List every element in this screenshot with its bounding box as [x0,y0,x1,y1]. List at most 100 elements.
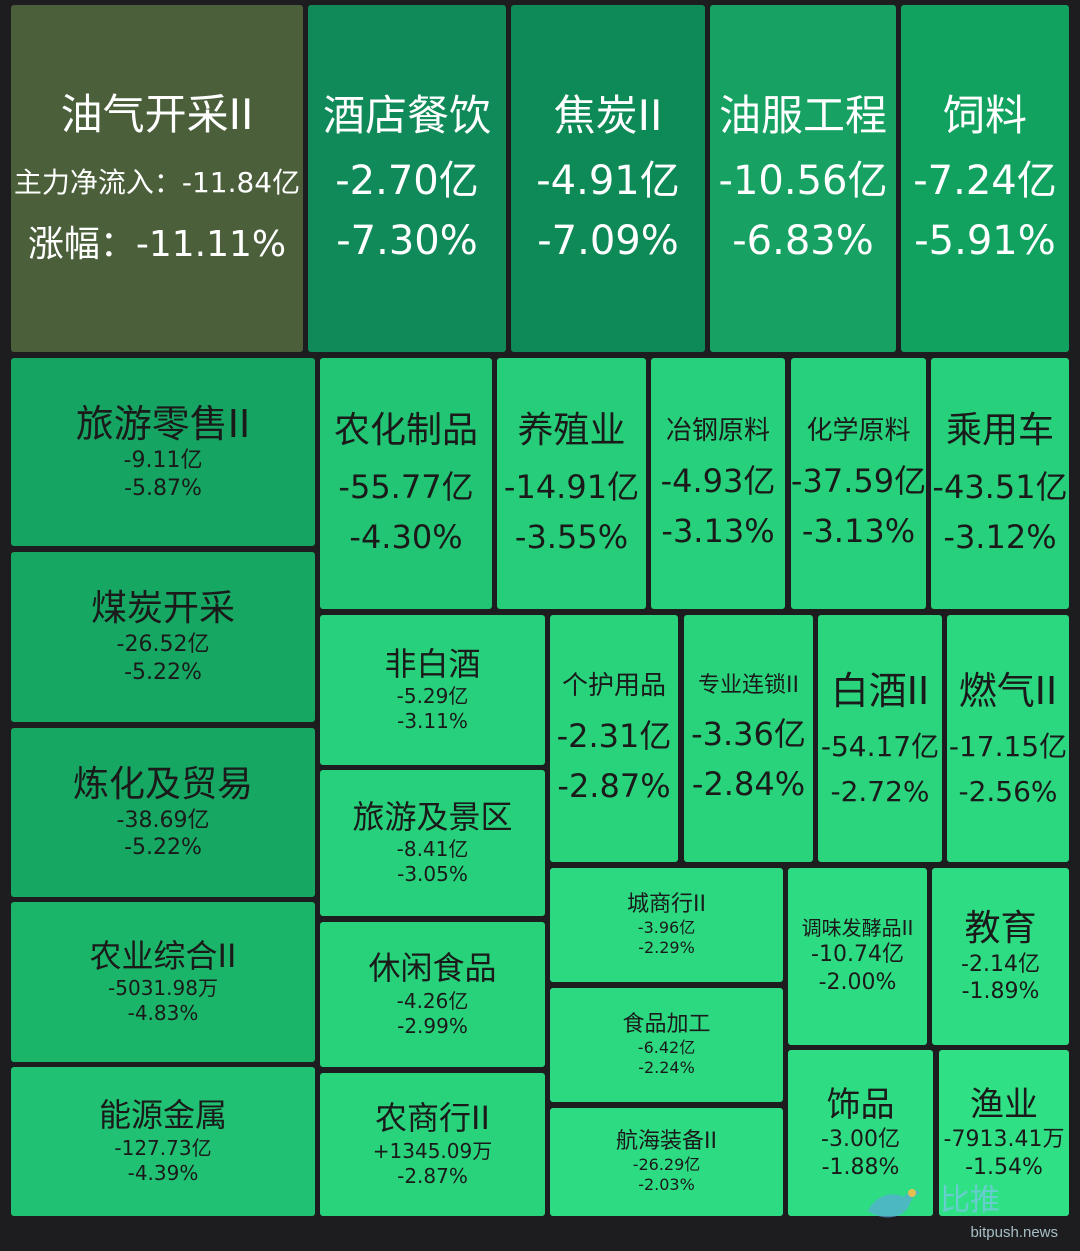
cell-name: 煤炭开采 [90,588,235,630]
treemap-cell[interactable]: 白酒II -54.17亿 -2.72% [818,615,942,862]
treemap-cell[interactable]: 城商行II -3.96亿 -2.29% [550,868,783,982]
treemap-cell[interactable]: 化学原料 -37.59亿 -3.13% [791,358,926,609]
cell-net-inflow: -37.59亿 [791,462,926,501]
cell-change: -2.87% [557,767,671,806]
cell-change: -5.22% [124,835,202,861]
cell-name: 休闲食品 [368,949,497,988]
cell-net-inflow: -10.74亿 [811,942,904,968]
cell-name: 化学原料 [806,415,911,446]
treemap-cell[interactable]: 农商行II +1345.09万 -2.87% [320,1073,545,1216]
cell-change: -3.13% [801,512,916,551]
cell-net-inflow: -2.31亿 [556,717,672,756]
cell-name: 冶钢原料 [665,415,770,446]
treemap-cell[interactable]: 专业连锁II -3.36亿 -2.84% [684,615,813,862]
cell-name: 旅游及景区 [352,797,513,836]
treemap-cell[interactable]: 养殖业 -14.91亿 -3.55% [497,358,646,609]
cell-change: -3.13% [661,512,775,551]
cell-change: -2.29% [638,938,695,958]
cell-net-inflow: -3.36亿 [691,714,806,753]
watermark-en: bitpush.news [970,1224,1058,1241]
cell-net-inflow: -17.15亿 [948,729,1068,763]
treemap-cell[interactable]: 农化制品 -55.77亿 -4.30% [320,358,492,609]
cell-change: -7.30% [336,218,478,265]
treemap-cell[interactable]: 休闲食品 -4.26亿 -2.99% [320,922,545,1067]
cell-change: -2.84% [691,765,806,804]
treemap-cell[interactable]: 旅游及景区 -8.41亿 -3.05% [320,770,545,916]
cell-net-inflow: -26.29亿 [632,1155,701,1175]
cell-change: -1.89% [961,979,1040,1005]
cell-net-inflow: +1345.09万 [372,1138,493,1163]
cell-net-inflow: -3.96亿 [637,918,696,938]
cell-change: -3.11% [397,709,468,734]
treemap-cell[interactable]: 燃气II -17.15亿 -2.56% [947,615,1069,862]
treemap-cell[interactable]: 饰品 -3.00亿 -1.88% [788,1050,933,1216]
treemap-cell[interactable]: 油气开采II 主力净流入：-11.84亿涨幅：-11.11% [11,5,303,352]
cell-name: 个护用品 [561,670,666,701]
treemap-cell[interactable]: 焦炭II -4.91亿 -7.09% [511,5,705,352]
cell-name: 专业连锁II [698,673,799,699]
cell-net-inflow: 主力净流入：-11.84亿 [13,166,301,200]
cell-change: -2.24% [638,1058,695,1078]
cell-change: -2.87% [397,1163,468,1188]
cell-change: -2.03% [638,1175,695,1195]
treemap-cell[interactable]: 个护用品 -2.31亿 -2.87% [550,615,678,862]
cell-change: -1.54% [965,1154,1043,1180]
cell-name: 油服工程 [718,91,887,141]
treemap-cell[interactable]: 航海装备II -26.29亿 -2.03% [550,1108,783,1216]
cell-net-inflow: -7913.41万 [943,1127,1065,1153]
treemap-cell[interactable]: 农业综合II -5031.98万 -4.83% [11,902,315,1062]
cell-name: 旅游零售II [75,401,251,446]
cell-net-inflow: -4.91亿 [536,158,680,205]
treemap-cell[interactable]: 能源金属 -127.73亿 -4.39% [11,1067,315,1216]
treemap-cell[interactable]: 渔业 -7913.41万 -1.54% [939,1050,1069,1216]
cell-name: 城商行II [627,891,706,917]
cell-net-inflow: -10.56亿 [718,158,888,205]
cell-change: -3.12% [943,518,1057,557]
treemap-cell[interactable]: 旅游零售II -9.11亿 -5.87% [11,358,315,546]
cell-net-inflow: -3.00亿 [821,1127,900,1153]
cell-name: 油气开采II [60,90,254,140]
treemap-cell[interactable]: 调味发酵品II -10.74亿 -2.00% [788,868,927,1045]
cell-net-inflow: -9.11亿 [123,448,203,474]
watermark: 比推 bitpush.news [862,1173,1062,1243]
cell-change: -7.09% [537,218,679,265]
cell-net-inflow: -43.51亿 [932,467,1068,506]
treemap-cell[interactable]: 乘用车 -43.51亿 -3.12% [931,358,1069,609]
cell-change: -2.99% [397,1013,468,1038]
cell-net-inflow: -2.14亿 [961,951,1040,977]
cell-change: 涨幅：-11.11% [27,224,287,266]
cell-change: -4.39% [127,1160,199,1185]
cell-net-inflow: -5031.98万 [108,976,218,1001]
treemap-cell[interactable]: 油服工程 -10.56亿 -6.83% [710,5,896,352]
cell-name: 酒店餐饮 [322,91,491,141]
cell-change: -3.05% [397,862,468,887]
treemap-cell[interactable]: 教育 -2.14亿 -1.89% [932,868,1069,1045]
watermark-cn: 比推 [940,1183,1000,1218]
treemap-cell[interactable]: 饲料 -7.24亿 -5.91% [901,5,1069,352]
cell-net-inflow: -127.73亿 [114,1135,212,1160]
cell-change: -4.83% [127,1001,199,1026]
cell-net-inflow: -7.24亿 [913,158,1057,205]
treemap-cell[interactable]: 非白酒 -5.29亿 -3.11% [320,615,545,765]
cell-net-inflow: -54.17亿 [820,729,940,763]
treemap-cell[interactable]: 煤炭开采 -26.52亿 -5.22% [11,552,315,722]
cell-net-inflow: -4.93亿 [660,462,776,501]
treemap-cell[interactable]: 食品加工 -6.42亿 -2.24% [550,988,783,1102]
cell-change: -3.55% [514,518,629,557]
cell-name: 焦炭II [553,91,663,141]
treemap-cell[interactable]: 冶钢原料 -4.93亿 -3.13% [651,358,785,609]
cell-name: 农商行II [375,1099,490,1138]
cell-name: 航海装备II [616,1128,717,1154]
cell-name: 养殖业 [517,409,626,451]
treemap-cell[interactable]: 酒店餐饮 -2.70亿 -7.30% [308,5,506,352]
cell-name: 燃气II [958,668,1058,713]
cell-name: 教育 [964,907,1037,949]
cell-change: -2.56% [958,775,1058,809]
cell-net-inflow: -38.69亿 [116,807,210,833]
cell-name: 能源金属 [98,1096,227,1135]
treemap-cell[interactable]: 炼化及贸易 -38.69亿 -5.22% [11,728,315,897]
cell-change: -5.87% [124,476,202,502]
cell-name: 炼化及贸易 [72,763,253,805]
cell-net-inflow: -26.52亿 [116,632,210,658]
